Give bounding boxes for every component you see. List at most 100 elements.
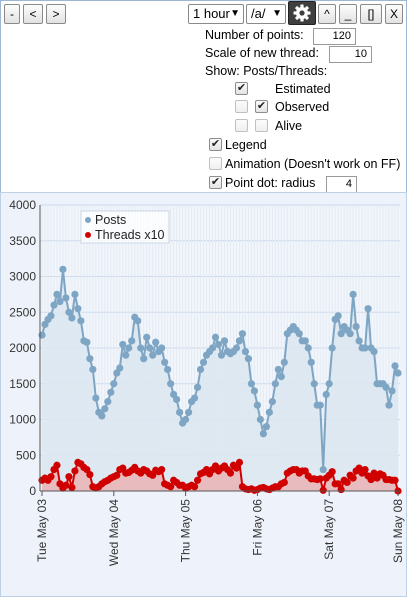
posts-point: [244, 355, 253, 363]
posts-point: [241, 347, 250, 356]
posts-point: [98, 412, 106, 420]
posts-point: [307, 358, 315, 366]
observed-posts-checkbox[interactable]: [235, 100, 248, 113]
posts-point: [238, 330, 247, 338]
posts-point: [50, 301, 58, 309]
posts-point: [247, 380, 256, 388]
points-input[interactable]: 120: [313, 28, 356, 45]
posts-point: [304, 344, 312, 352]
threads-point: [235, 458, 244, 466]
observed-threads-checkbox[interactable]: ✔: [255, 100, 268, 113]
settings-panel: Number of points: 120 Scale of new threa…: [0, 26, 407, 193]
threads-point: [190, 483, 199, 491]
threads-point: [226, 469, 235, 477]
posts-point: [86, 355, 94, 363]
threads-point: [65, 473, 73, 481]
scale-label: Scale of new thread:: [205, 46, 319, 60]
posts-point: [74, 305, 82, 313]
interval-select[interactable]: 1 hour ▼: [188, 4, 244, 24]
posts-point: [211, 333, 220, 341]
scale-input[interactable]: 10: [329, 46, 372, 63]
posts-point: [280, 358, 288, 366]
board-select[interactable]: /a/ ▼: [246, 4, 286, 24]
pointdot-checkbox[interactable]: ✔: [209, 176, 222, 189]
animation-checkbox[interactable]: [209, 157, 222, 170]
posts-point: [388, 387, 396, 395]
next-button[interactable]: >: [46, 4, 66, 24]
posts-point: [119, 340, 127, 349]
posts-point: [158, 344, 166, 352]
posts-point: [137, 344, 145, 352]
posts-point: [268, 398, 276, 406]
y-tick-label: 2500: [9, 305, 36, 319]
posts-point: [53, 290, 61, 298]
posts-point: [352, 322, 360, 331]
legend-entry: Threads x10: [95, 228, 165, 242]
pointdot-label: Point dot: radius: [225, 176, 316, 190]
posts-point: [295, 330, 303, 338]
posts-point: [92, 394, 100, 402]
posts-point: [184, 408, 193, 416]
posts-point: [122, 351, 130, 359]
posts-point: [235, 337, 244, 345]
estimated-posts-checkbox[interactable]: ✔: [235, 82, 248, 95]
posts-point: [161, 358, 169, 366]
observed-label: Observed: [275, 100, 330, 114]
posts-point: [56, 297, 64, 306]
posts-point: [349, 290, 357, 298]
posts-point: [259, 430, 267, 438]
posts-point: [214, 340, 223, 349]
settings-gear-button[interactable]: [288, 1, 316, 25]
posts-point: [370, 347, 378, 356]
threads-point: [328, 468, 336, 476]
alive-posts-checkbox[interactable]: [235, 119, 248, 132]
pointdot-radius-input[interactable]: 4: [326, 176, 357, 193]
posts-point: [334, 312, 342, 320]
y-tick-label: 500: [16, 448, 36, 462]
threads-point: [158, 465, 166, 474]
minus-button[interactable]: -: [4, 4, 20, 24]
posts-point: [149, 351, 157, 359]
threads-point: [367, 475, 375, 484]
posts-point: [89, 365, 97, 374]
threads-point: [316, 475, 324, 483]
legend-checkbox[interactable]: ✔: [209, 138, 222, 151]
posts-point: [143, 333, 151, 341]
posts-point: [322, 390, 330, 399]
posts-point: [217, 351, 226, 359]
posts-point: [361, 344, 369, 352]
posts-point: [68, 314, 76, 322]
prev-button[interactable]: <: [23, 4, 43, 24]
posts-point: [382, 383, 390, 391]
posts-point: [253, 401, 261, 409]
estimated-label: Estimated: [275, 82, 331, 96]
x-tick-label: Wed May 04: [107, 499, 121, 566]
legend-box: [80, 210, 170, 244]
threads-point: [334, 480, 342, 488]
legend-marker: [85, 232, 91, 238]
threads-point: [391, 476, 399, 484]
minimize-button[interactable]: _: [339, 4, 357, 24]
threads-point: [361, 465, 369, 474]
x-tick-label: Sat May 07: [322, 499, 336, 560]
posts-point: [38, 331, 46, 339]
y-tick-label: 2000: [9, 341, 36, 355]
threads-point: [71, 467, 79, 475]
posts-point: [104, 398, 112, 406]
maximize-button[interactable]: []: [360, 4, 382, 24]
posts-point: [319, 465, 327, 474]
posts-point: [107, 388, 115, 396]
threads-point: [280, 478, 288, 487]
posts-point: [164, 365, 172, 374]
threads-area: [42, 462, 398, 491]
close-button[interactable]: X: [385, 4, 403, 24]
threads-point: [193, 476, 202, 484]
y-tick-label: 4000: [9, 198, 36, 212]
collapse-button[interactable]: ^: [318, 4, 336, 24]
posts-point: [391, 362, 399, 370]
gear-icon: [293, 4, 311, 22]
alive-threads-checkbox[interactable]: [255, 119, 268, 132]
toolbar: - < > 1 hour ▼ /a/ ▼ ^ _ [] X: [0, 0, 407, 26]
threads-point: [349, 474, 357, 482]
threads-point: [53, 461, 61, 469]
